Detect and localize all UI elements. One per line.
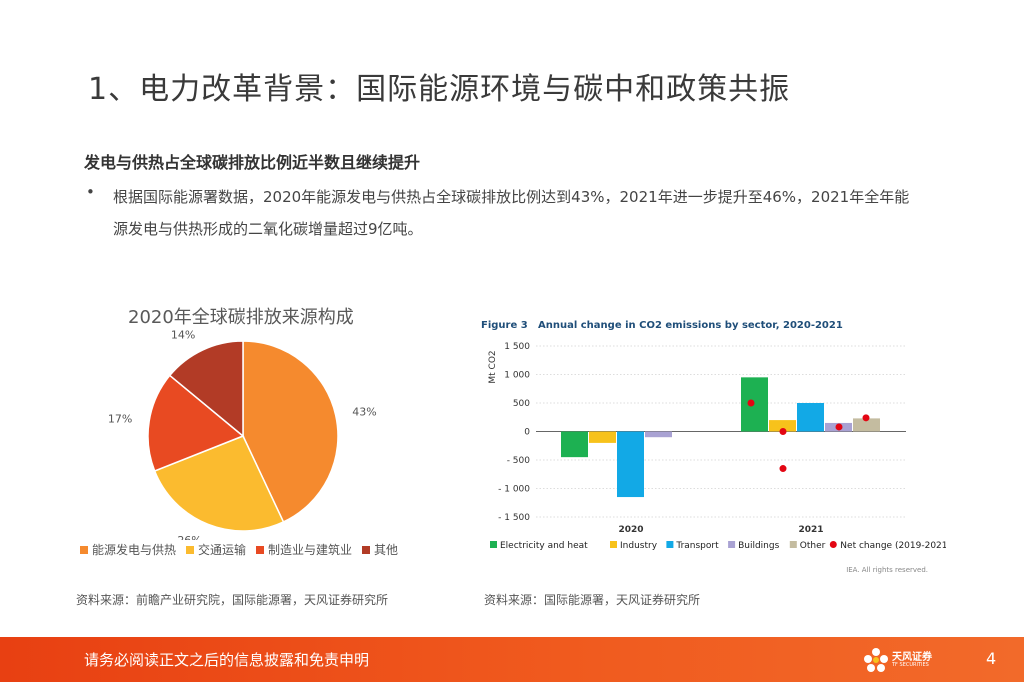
y-axis-label: Mt CO2 <box>488 350 498 383</box>
pie-legend-label: 制造业与建筑业 <box>268 543 353 557</box>
bar <box>561 431 588 458</box>
legend-swatch <box>610 541 617 548</box>
bar <box>645 431 672 438</box>
figure-label: Figure 3 <box>481 320 528 331</box>
y-tick-label: 0 <box>524 428 530 438</box>
y-tick-label: 1 500 <box>504 342 530 352</box>
footer-bar: 请务必阅读正文之后的信息披露和免责申明 天风证券 TF SECURITIES 4 <box>0 637 1024 682</box>
pie-legend-item: 交通运输 <box>186 541 246 558</box>
legend-label: Buildings <box>738 541 780 551</box>
pie-legend-swatch <box>256 545 265 554</box>
pie-chart-title: 2020年全球碳排放来源构成 <box>128 307 354 328</box>
pie-legend: 能源发电与供热 交通运输 制造业与建筑业 其他 <box>80 541 398 558</box>
x-tick-label: 2021 <box>798 525 823 535</box>
y-tick-label: - 1 500 <box>498 513 530 523</box>
bar <box>589 431 616 443</box>
section-subheading: 发电与供热占全球碳排放比例近半数且继续提升 <box>84 153 421 172</box>
source-note-left: 资料来源：前瞻产业研究院，国际能源署，天风证券研究所 <box>76 593 389 607</box>
legend-label: Industry <box>620 541 658 551</box>
legend-label: Other <box>800 541 826 551</box>
bar <box>741 377 768 432</box>
footer-disclaimer: 请务必阅读正文之后的信息披露和免责申明 <box>84 651 370 669</box>
legend-swatch <box>728 541 736 548</box>
pie-slice <box>168 340 244 438</box>
bar <box>853 418 880 432</box>
source-note-right: 资料来源：国际能源署，天风证券研究所 <box>484 593 701 607</box>
bar-chart: Figure 3 Annual change in CO2 emissions … <box>481 320 946 574</box>
pie-legend-item: 其他 <box>362 541 398 558</box>
pie-legend-item: 制造业与建筑业 <box>256 541 352 558</box>
legend-label: Transport <box>675 541 719 551</box>
net-change-point <box>747 399 755 407</box>
pie-legend-label: 能源发电与供热 <box>92 543 177 557</box>
bar-chart-title: Annual change in CO2 emissions by sector… <box>538 320 843 331</box>
pie-chart: 43% 26% 17% 14% <box>108 329 377 540</box>
bar <box>797 403 824 432</box>
pie-data-label: 14% <box>171 329 195 342</box>
pie-slice <box>153 435 285 532</box>
y-tick-label: - 1 000 <box>498 485 530 495</box>
net-change-point <box>862 414 870 422</box>
bar <box>617 431 644 498</box>
pie-legend-swatch <box>186 545 195 554</box>
copyright-note: IEA. All rights reserved. <box>846 566 928 574</box>
bullet-marker: • <box>86 183 95 201</box>
pie-slice <box>242 340 339 523</box>
logo-text: 天风证券 <box>892 652 932 663</box>
y-tick-label: 1 000 <box>504 371 530 381</box>
legend-swatch <box>789 541 797 548</box>
legend-swatch <box>666 541 674 548</box>
pie-data-label: 26% <box>177 534 201 540</box>
x-tick-label: 2020 <box>618 525 643 535</box>
logo-flower-icon <box>864 648 888 672</box>
net-change-point <box>835 423 843 431</box>
logo-subtext: TF SECURITIES <box>892 662 929 668</box>
legend-swatch <box>490 541 497 548</box>
pie-data-label: 43% <box>352 406 376 419</box>
pie-slice <box>147 374 245 472</box>
legend-label: Net change (2019-2021) <box>840 541 946 551</box>
y-tick-label: 500 <box>513 399 530 409</box>
net-change-point <box>779 465 787 473</box>
pie-data-label: 17% <box>108 412 132 425</box>
page-number: 4 <box>986 649 997 668</box>
y-tick-label: - 500 <box>507 456 531 466</box>
bar <box>769 420 796 432</box>
pie-legend-swatch <box>80 545 88 554</box>
slide-title: 1、电力改革背景：国际能源环境与碳中和政策共振 <box>88 72 791 107</box>
net-change-point <box>779 428 787 435</box>
pie-legend-label: 交通运输 <box>198 543 247 557</box>
pie-legend-swatch <box>362 545 371 554</box>
legend-label: Electricity and heat <box>500 541 588 551</box>
bullet-text: 根据国际能源署数据，2020年能源发电与供热占全球碳排放比例达到43%，2021… <box>113 188 910 238</box>
pie-legend-item: 能源发电与供热 <box>80 541 176 558</box>
legend-swatch <box>829 541 837 548</box>
company-logo: 天风证券 TF SECURITIES <box>862 645 942 675</box>
pie-legend-label: 其他 <box>374 543 399 557</box>
